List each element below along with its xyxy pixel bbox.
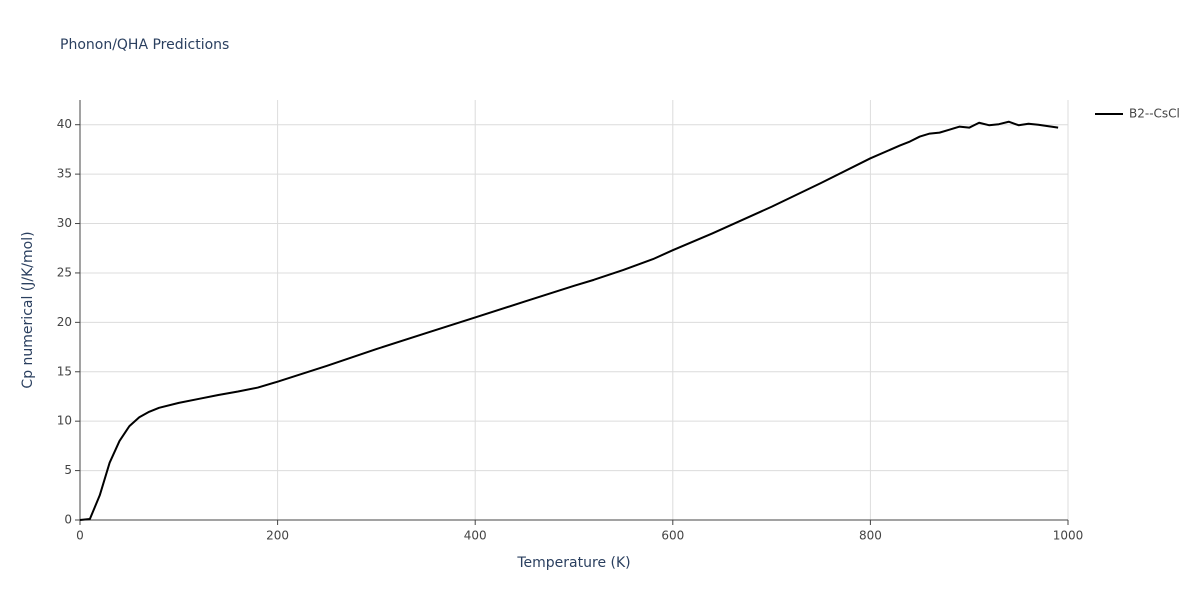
- legend-label: B2--CsCl: [1129, 107, 1180, 121]
- x-tick-label: 0: [76, 529, 84, 543]
- x-axis-title: Temperature (K): [516, 555, 630, 571]
- chart-title: Phonon/QHA Predictions: [60, 37, 229, 53]
- data-line: [79, 120, 1059, 521]
- x-tick-label: 400: [464, 529, 487, 543]
- x-tick-label: 1000: [1053, 529, 1084, 543]
- y-tick-label: 10: [57, 414, 72, 428]
- y-tick-label: 30: [57, 216, 72, 230]
- y-tick-label: 35: [57, 167, 72, 181]
- y-tick-label: 15: [57, 364, 72, 378]
- x-tick-label: 600: [661, 529, 684, 543]
- y-tick-label: 5: [64, 463, 72, 477]
- y-tick-label: 0: [64, 513, 72, 527]
- x-tick-label: 200: [266, 529, 289, 543]
- y-tick-label: 40: [57, 117, 72, 131]
- y-tick-label: 20: [57, 315, 72, 329]
- y-axis-title: Cp numerical (J/K/mol): [20, 231, 36, 388]
- y-tick-label: 25: [57, 265, 72, 279]
- x-tick-label: 800: [859, 529, 882, 543]
